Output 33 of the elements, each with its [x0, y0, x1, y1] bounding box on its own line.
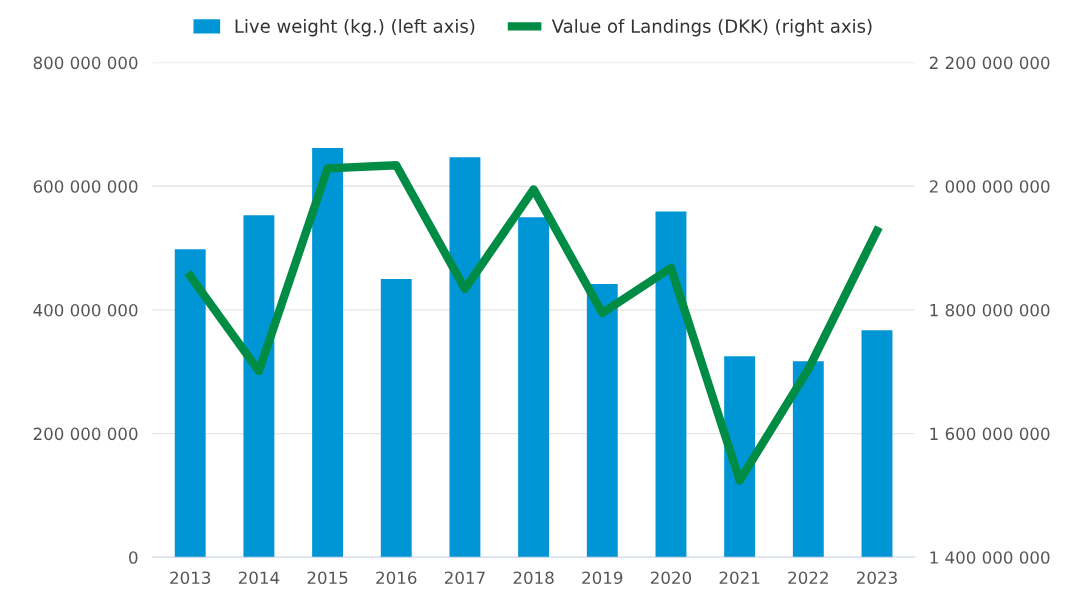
bar [586, 283, 618, 558]
legend-label: Value of Landings (DKK) (right axis) [551, 18, 872, 37]
bar [243, 215, 275, 558]
y2-tick-label: 2 200 000 000 [929, 56, 1050, 70]
x-tick-label: 2018 [513, 571, 554, 585]
x-tick-label: 2019 [582, 571, 623, 585]
x-tick-label: 2020 [650, 571, 692, 585]
y-tick-label: 0 [129, 551, 138, 564]
x-tick-label: 2022 [788, 571, 828, 585]
bar [312, 147, 344, 558]
x-tick-label: 2013 [170, 571, 211, 585]
y-tick-label: 800 000 000 [33, 56, 138, 70]
bar [380, 279, 412, 558]
bar [655, 211, 687, 558]
bar [861, 330, 893, 558]
y2-tick-label: 1 800 000 000 [930, 303, 1050, 317]
y-tick-label: 200 000 000 [33, 427, 138, 441]
x-tick-label: 2023 [857, 571, 897, 585]
x-tick-label: 2017 [444, 571, 485, 585]
y-tick-label: 400 000 000 [33, 303, 138, 317]
x-tick-label: 2016 [376, 571, 417, 585]
x-tick-label: 2014 [238, 571, 280, 585]
x-tick-label: 2015 [307, 571, 348, 585]
bar [792, 361, 824, 558]
y-tick-label: 600 000 000 [33, 180, 138, 193]
y2-tick-label: 1 600 000 000 [930, 427, 1050, 441]
bar [449, 157, 481, 558]
y2-tick-label: 2 000 000 000 [929, 180, 1050, 193]
y2-tick-label: 1 400 000 000 [930, 551, 1050, 564]
bar [518, 217, 550, 558]
legend-label: Live weight (kg.) (left axis) [235, 18, 475, 37]
bar [174, 249, 206, 558]
x-tick-label: 2021 [719, 571, 760, 585]
